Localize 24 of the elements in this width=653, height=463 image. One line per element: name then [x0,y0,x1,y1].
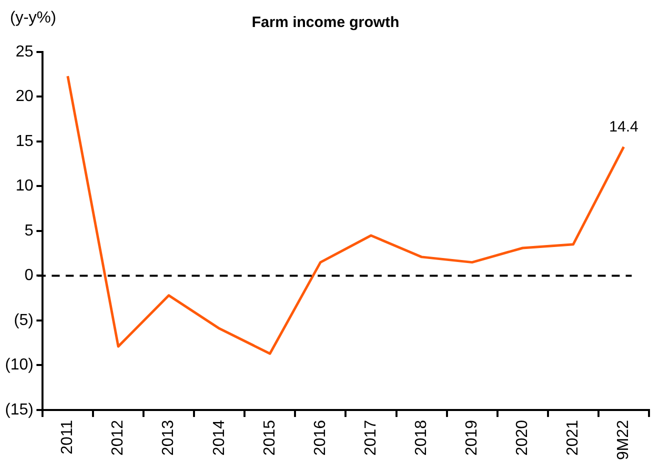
x-tick-label: 2018 [412,420,430,456]
y-tick-label: 25 [16,43,34,60]
y-tick-label: 10 [16,178,34,195]
x-tick-label: 2012 [110,420,127,456]
x-tick-label: 9M22 [615,420,632,460]
y-tick-label: (5) [14,312,34,329]
chart-title: Farm income growth [252,14,400,32]
y-tick-label: 20 [16,88,34,106]
y-axis-title: (y-y%) [10,9,56,26]
x-tick-label: 2013 [160,420,178,456]
y-tick-label: (15) [5,401,34,418]
x-tick-label: 2014 [210,420,228,456]
y-tick-label: 5 [24,222,34,240]
x-tick-label: 2011 [59,420,76,454]
y-tick-label: 15 [16,132,34,150]
y-tick-label: (10) [5,356,34,374]
x-tick-label: 2019 [463,420,480,456]
x-tick-label: 2020 [514,420,532,456]
x-tick-label: 2016 [312,420,329,456]
data-label: 14.4 [609,118,638,136]
x-tick-label: 2015 [261,420,278,456]
x-tick-label: 2017 [362,420,380,456]
y-tick-label: 0 [24,267,34,284]
x-tick-label: 2021 [564,420,582,456]
